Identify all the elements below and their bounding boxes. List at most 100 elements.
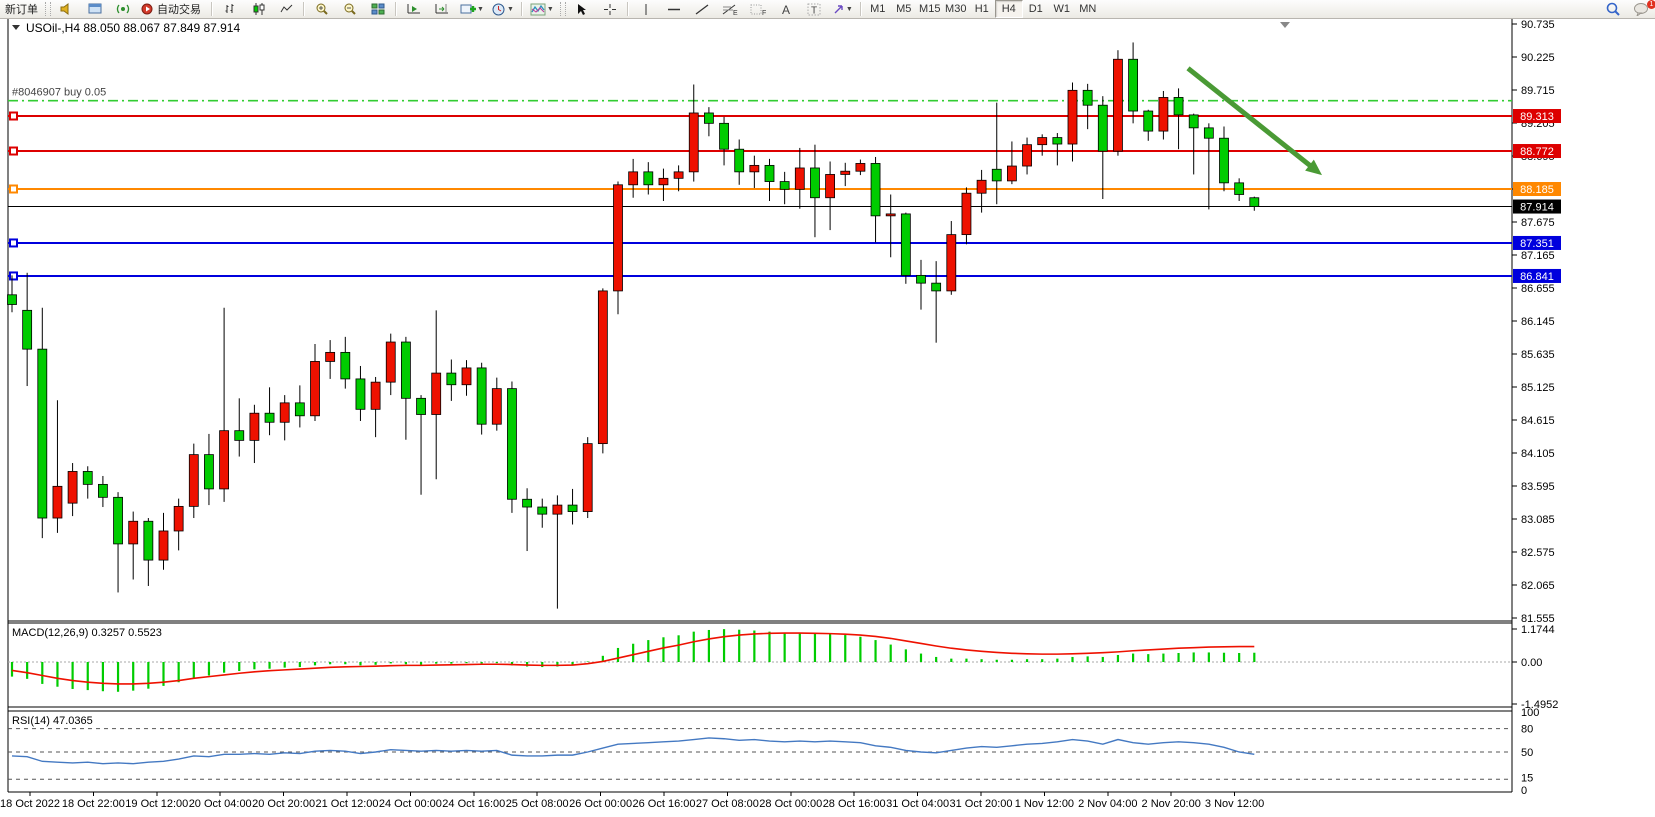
svg-text:89.313: 89.313 [1520, 111, 1554, 123]
candlestick-mode-icon[interactable] [245, 0, 271, 18]
svg-text:87.351: 87.351 [1520, 238, 1554, 250]
candle-body [582, 443, 593, 512]
line-handle[interactable] [9, 184, 18, 194]
candle-body [885, 213, 896, 217]
timeframe-m5[interactable]: M5 [896, 3, 912, 15]
auto-scroll-icon[interactable] [401, 0, 427, 18]
macd-histogram [10, 629, 1256, 692]
candle-body [158, 530, 169, 561]
candle-body [340, 351, 351, 380]
candle-body [1037, 137, 1048, 146]
candle-body [810, 167, 820, 199]
chart-shift-icon[interactable] [429, 0, 455, 18]
candles [7, 42, 1260, 609]
candle-body [1007, 165, 1017, 182]
toolbar-grip[interactable] [45, 2, 51, 16]
candle-body [507, 388, 517, 500]
time-tick: 1 Nov 12:00 [1015, 798, 1074, 810]
chart-title: USOil-,H4 88.050 88.067 87.849 87.914 [26, 21, 240, 35]
chart-window[interactable]: 90.73590.22589.71589.20588.69588.18587.6… [0, 19, 1655, 817]
candle-body [870, 163, 881, 217]
candle-body [1128, 58, 1138, 112]
candle-body [7, 294, 17, 305]
horizontal-line-tool-icon[interactable] [661, 0, 687, 18]
candle-body [370, 381, 381, 410]
candle-body [355, 378, 366, 410]
timeframe-h4[interactable]: H4 [994, 0, 1023, 18]
timeframe-mn[interactable]: MN [1079, 3, 1097, 15]
autotrade-label: 自动交易 [157, 4, 201, 16]
line-handle[interactable] [9, 238, 18, 248]
indicators-button[interactable]: ▼ [527, 0, 557, 18]
candle-body [113, 496, 123, 545]
chart-canvas[interactable]: 90.73590.22589.71589.20588.69588.18587.6… [0, 19, 1655, 817]
chat-notifications-icon[interactable]: 1 [1628, 0, 1655, 18]
svg-text:T: T [811, 5, 817, 16]
zoom-in-icon[interactable] [309, 0, 335, 18]
time-tick: 24 Oct 16:00 [442, 798, 505, 810]
text-tool-icon[interactable]: A [773, 0, 799, 18]
new-chart-button[interactable]: ▼ [457, 0, 487, 18]
timeframe-m30[interactable]: M30 [945, 3, 967, 15]
line-handle[interactable] [9, 271, 18, 281]
bar-chart-mode-icon[interactable] [217, 0, 243, 18]
crosshair-tool-icon[interactable] [597, 0, 623, 18]
candle-body [325, 351, 336, 362]
candle-body [188, 454, 199, 507]
text-label-tool-icon[interactable]: T [801, 0, 827, 18]
chat-badge-count: 1 [1647, 0, 1655, 9]
svg-text:88.185: 88.185 [1520, 184, 1554, 196]
symbol-dropdown-icon[interactable] [12, 25, 20, 30]
candle-body [658, 177, 669, 186]
chart-shift-marker[interactable] [1280, 22, 1290, 28]
price-tick: 86.655 [1521, 283, 1555, 295]
macd-label: MACD(12,26,9) 0.3257 0.5523 [12, 627, 162, 639]
tile-windows-icon[interactable] [365, 0, 391, 18]
candle-body [976, 179, 987, 194]
new-order-button[interactable]: 新订单 [5, 4, 38, 16]
time-tick: 26 Oct 16:00 [633, 798, 696, 810]
timeframe-m15[interactable]: M15 [919, 3, 941, 15]
line-handle[interactable] [9, 146, 18, 156]
vertical-line-tool-icon[interactable] [633, 0, 659, 18]
price-badge-88.772: 88.772 [1513, 144, 1561, 159]
line-chart-mode-icon[interactable] [273, 0, 299, 18]
timeframe-d1[interactable]: D1 [1028, 3, 1043, 15]
period-clock-button[interactable]: ▼ [489, 0, 517, 18]
price-badge-87.914: 87.914 [1513, 199, 1561, 214]
arrows-tool-button[interactable]: ▼ [829, 0, 856, 18]
search-icon[interactable] [1600, 0, 1626, 18]
separator [303, 2, 305, 16]
candle-body [1097, 104, 1108, 152]
candle-body [143, 520, 154, 561]
fibonacci-tool-icon[interactable]: E [717, 0, 743, 18]
candle-body [1113, 58, 1123, 152]
time-tick: 28 Oct 16:00 [823, 798, 886, 810]
candle-body [1067, 89, 1078, 145]
candle-body [249, 412, 260, 441]
pane-borders [7, 19, 1513, 793]
autotrade-button[interactable]: 自动交易 [138, 0, 207, 18]
alert-speaker-icon[interactable] [54, 0, 80, 18]
dropdown-caret: ▼ [506, 5, 514, 13]
line-handle[interactable] [9, 111, 18, 121]
terminal-window-icon[interactable] [82, 0, 108, 18]
candle-body [704, 112, 714, 124]
candle-body [264, 412, 275, 423]
trend-arrow-annotation[interactable] [1186, 66, 1322, 176]
timeframe-m1[interactable]: M1 [870, 3, 886, 15]
candle-body [537, 506, 548, 515]
grid-tool-icon[interactable]: F [745, 0, 771, 18]
candle-body [643, 171, 654, 186]
price-tick: 82.065 [1521, 580, 1555, 592]
timeframe-w1[interactable]: W1 [1053, 3, 1071, 15]
timeframe-h1[interactable]: H1 [974, 3, 989, 15]
candle-body [37, 348, 48, 519]
cursor-tool-icon[interactable] [569, 0, 595, 18]
trendline-tool-icon[interactable] [689, 0, 715, 18]
zoom-out-icon[interactable] [337, 0, 363, 18]
signal-icon[interactable] [110, 0, 136, 18]
toolbar-grip[interactable] [559, 2, 566, 16]
candle-body [173, 505, 184, 532]
candle-body [1158, 97, 1169, 132]
